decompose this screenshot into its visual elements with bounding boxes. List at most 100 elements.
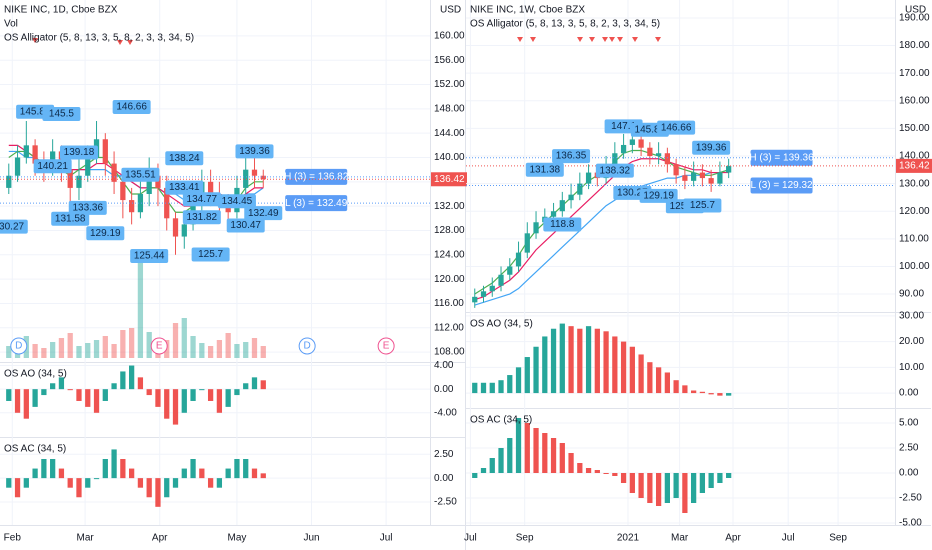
x-tick-label: Jun xyxy=(303,533,319,544)
ao-bar xyxy=(14,389,21,413)
ac-bar xyxy=(550,438,557,473)
ac-bar xyxy=(585,468,592,473)
ac-bar xyxy=(260,473,266,479)
candle-body xyxy=(243,169,249,188)
y-tick-label: 30.00 xyxy=(899,311,924,322)
ao-bar xyxy=(243,383,249,390)
ac-title: OS AC (34, 5) xyxy=(470,415,532,426)
ac-bar xyxy=(515,418,522,473)
ac-bar xyxy=(50,459,56,479)
ac-bar xyxy=(594,470,600,473)
ao-bar xyxy=(260,380,266,390)
level-box xyxy=(750,177,813,194)
ao-bar xyxy=(489,382,495,394)
ac-bar xyxy=(647,473,653,503)
y-tick-label: -4.00 xyxy=(434,407,457,418)
ao-bar xyxy=(6,389,12,401)
ac-bar xyxy=(6,478,12,488)
callout-label: 136.35 xyxy=(556,151,587,162)
price-callout xyxy=(68,200,107,215)
callout-label: 129.19 xyxy=(90,228,121,239)
ac-bar xyxy=(507,438,513,473)
candle-body xyxy=(260,175,266,180)
callout-label: 118.8 xyxy=(550,219,575,230)
volume-bar xyxy=(67,333,73,358)
ac-bar xyxy=(542,433,548,473)
ac-bar xyxy=(137,478,144,488)
candle-body xyxy=(655,153,662,156)
volume-bar xyxy=(6,346,12,358)
indicator-label: OS Alligator (5, 8, 13, 3, 5, 8, 2, 3, 3… xyxy=(4,33,194,44)
candle-body xyxy=(164,187,170,219)
y-tick-label: 0.00 xyxy=(434,384,454,395)
callout-label: 130.27 xyxy=(617,188,648,199)
candle-body xyxy=(137,193,144,213)
event-label: D xyxy=(15,341,22,352)
currency: USD xyxy=(440,5,461,16)
ao-bar xyxy=(155,389,161,407)
ac-bar xyxy=(559,443,565,473)
ao-bar xyxy=(568,326,574,394)
y-tick-label: 140.00 xyxy=(434,152,465,163)
x-tick-label: Mar xyxy=(77,533,95,544)
price-callout xyxy=(59,145,98,160)
callout-label: 145.5 xyxy=(49,109,74,120)
ao-bar xyxy=(76,389,82,401)
ac-bar xyxy=(655,473,662,506)
ac-bar xyxy=(111,449,117,479)
y-tick-label: 120.00 xyxy=(899,206,930,217)
y-tick-label: 156.00 xyxy=(434,55,465,66)
ac-bar xyxy=(181,468,187,479)
ao-bar xyxy=(190,389,196,401)
callout-label: 131.82 xyxy=(187,212,218,223)
callout-label: 139.18 xyxy=(64,147,95,158)
level-label: H (3) = 139.36 xyxy=(749,152,814,163)
ac-bar xyxy=(717,473,723,483)
ac-bar xyxy=(699,473,706,493)
volume-bar xyxy=(120,330,126,358)
candle-body xyxy=(559,200,565,212)
candle-body xyxy=(489,285,495,292)
ac-bar xyxy=(23,478,29,488)
y-tick-label: 128.00 xyxy=(434,225,465,236)
candle-body xyxy=(111,163,117,182)
candle-body xyxy=(76,175,82,188)
indicator-label: OS Alligator (5, 8, 13, 3, 5, 8, 2, 3, 3… xyxy=(470,19,660,30)
alligator-line xyxy=(474,158,729,301)
ao-bar xyxy=(726,393,732,396)
signal-markers xyxy=(32,37,661,45)
event-marker xyxy=(377,337,395,355)
volume-bar xyxy=(41,348,47,358)
candle-body xyxy=(102,139,108,164)
level-label: L (3) = 132.49 xyxy=(285,198,348,209)
candle-body xyxy=(225,206,231,213)
ac-title: OS AC (34, 5) xyxy=(4,444,66,455)
last-price-label: 136.42 xyxy=(899,161,930,172)
volume-bar xyxy=(260,346,266,358)
price-callout xyxy=(130,249,169,264)
candle-body xyxy=(207,181,214,194)
candle-body xyxy=(172,218,179,237)
ao-bar xyxy=(699,391,706,394)
ao-bar xyxy=(515,367,522,394)
price-callout xyxy=(86,226,125,241)
ac-bar xyxy=(577,463,583,473)
price-callout xyxy=(235,144,274,159)
ao-bar xyxy=(480,382,487,394)
price-callout xyxy=(226,218,265,233)
y-tick-label: 180.00 xyxy=(899,40,930,51)
y-tick-label: 2.50 xyxy=(434,449,454,460)
candle-body xyxy=(6,175,12,188)
ac-bar xyxy=(664,473,670,503)
price-callout xyxy=(244,206,283,221)
price-callout xyxy=(165,151,204,166)
last-price-tag xyxy=(896,158,932,173)
ao-bar xyxy=(594,328,600,394)
candle-body xyxy=(472,296,478,303)
ac-bar xyxy=(41,459,47,479)
price-callout xyxy=(692,140,731,155)
candle-body xyxy=(673,164,679,176)
ac-bar xyxy=(216,478,223,488)
candle-body xyxy=(14,157,21,176)
ao-bar xyxy=(717,393,723,396)
